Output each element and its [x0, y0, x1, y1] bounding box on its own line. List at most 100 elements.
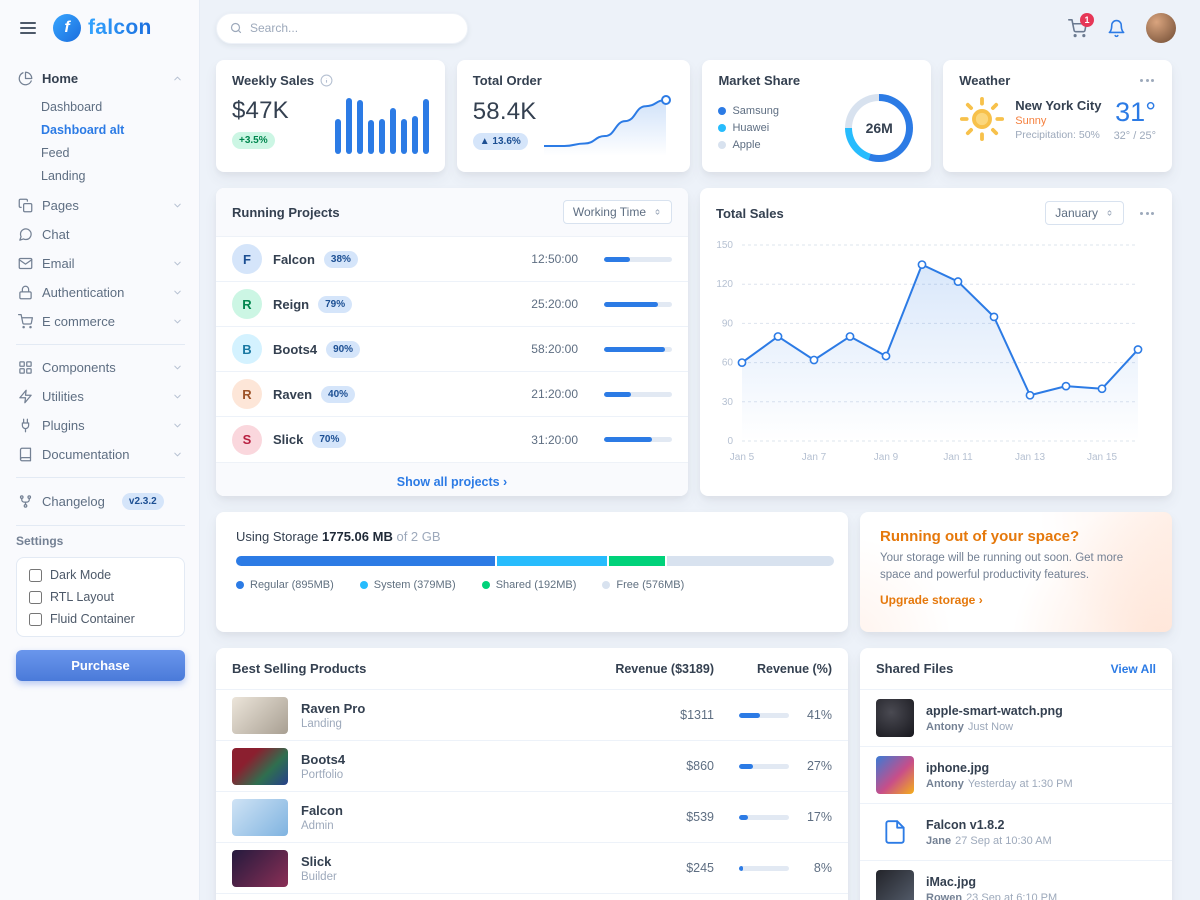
sidebar-item-ecommerce[interactable]: E commerce: [16, 307, 185, 336]
project-row: S Slick 70% 31:20:00: [216, 417, 688, 462]
fluid-container-checkbox[interactable]: [29, 612, 42, 626]
view-all-link[interactable]: View All: [1110, 661, 1156, 676]
project-percent-badge: 90%: [326, 340, 361, 358]
file-name[interactable]: Falcon v1.8.2: [926, 817, 1005, 832]
project-progress-bar: [604, 256, 672, 262]
sidebar-item-landing[interactable]: Landing: [41, 168, 86, 183]
project-name[interactable]: Raven: [273, 386, 313, 402]
project-name[interactable]: Reign: [273, 296, 310, 312]
sidebar-item-authentication[interactable]: Authentication: [16, 278, 185, 307]
sidebar-item-changelog[interactable]: Changelog v2.3.2: [16, 486, 185, 517]
project-name[interactable]: Boots4: [273, 341, 318, 357]
option-label: Dark Mode: [50, 568, 112, 582]
product-category[interactable]: Admin: [301, 819, 334, 832]
product-category[interactable]: Landing: [301, 717, 342, 730]
project-time: 31:20:00: [531, 432, 578, 447]
legend-label: Free (576MB): [616, 579, 685, 591]
legend-item: Samsung: [718, 105, 779, 117]
legend-dot: [481, 581, 490, 589]
month-select[interactable]: January: [1045, 201, 1124, 225]
cart-button[interactable]: 1: [1068, 12, 1094, 38]
sidebar-item-dashboard[interactable]: Dashboard: [41, 99, 103, 114]
card-title: Weekly Sales: [232, 73, 315, 88]
card-menu-dots-icon[interactable]: [1138, 208, 1156, 219]
sidebar-item-label: Plugins: [42, 418, 85, 433]
chevron-down-icon: [174, 261, 181, 266]
product-name[interactable]: Raven Pro: [301, 700, 366, 716]
product-name[interactable]: Slick: [301, 853, 332, 869]
sidebar-item-documentation[interactable]: Documentation: [16, 440, 185, 469]
sidebar-item-dashboard-alt[interactable]: Dashboard alt: [41, 122, 125, 137]
legend-label: Regular (895MB): [250, 579, 334, 591]
sidebar-item-home[interactable]: Home: [16, 64, 185, 93]
sidebar-item-email[interactable]: Email: [16, 249, 185, 278]
card-menu-dots-icon[interactable]: [1138, 75, 1156, 86]
notifications-button[interactable]: [1107, 19, 1126, 38]
sidebar-item-components[interactable]: Components: [16, 353, 185, 382]
svg-text:Jan 5: Jan 5: [730, 452, 755, 463]
brand-logo[interactable]: f falcon: [53, 14, 152, 42]
dark-mode-option[interactable]: Dark Mode: [29, 568, 172, 582]
file-name[interactable]: apple-smart-watch.png: [926, 703, 1063, 718]
info-icon[interactable]: [320, 74, 333, 87]
sidebar-item-label: Components: [42, 360, 116, 375]
rtl-layout-option[interactable]: RTL Layout: [29, 590, 172, 604]
sidebar-item-pages[interactable]: Pages: [16, 191, 185, 220]
total-order-sparkline: [544, 95, 672, 156]
upgrade-storage-link[interactable]: Upgrade storage ›: [880, 592, 983, 607]
table-row: Falcon Admin $539 17%: [216, 792, 848, 843]
product-category[interactable]: Builder: [301, 870, 337, 883]
project-progress-bar: [604, 301, 672, 307]
chevron-down-icon: [174, 290, 181, 295]
legend-label: Apple: [732, 139, 761, 151]
file-name[interactable]: iphone.jpg: [926, 760, 990, 775]
project-avatar: R: [232, 289, 262, 319]
user-avatar[interactable]: [1146, 13, 1176, 43]
product-name[interactable]: Boots4: [301, 751, 346, 767]
file-owner: Rowen: [926, 891, 963, 900]
sidebar-item-utilities[interactable]: Utilities: [16, 382, 185, 411]
sidebar-item-label: E commerce: [42, 314, 115, 329]
storage-used: 1775.06 MB: [322, 529, 393, 544]
purchase-button[interactable]: Purchase: [16, 650, 185, 681]
product-progress-bar: [739, 814, 789, 820]
project-name[interactable]: Falcon: [273, 251, 315, 267]
project-name[interactable]: Slick: [273, 432, 304, 447]
product-revenue: $245: [686, 861, 714, 875]
file-name[interactable]: iMac.jpg: [926, 874, 977, 889]
product-category[interactable]: Portfolio: [301, 768, 344, 781]
sidebar-divider: [16, 477, 185, 478]
rtl-layout-checkbox[interactable]: [29, 590, 42, 604]
fluid-container-option[interactable]: Fluid Container: [29, 612, 172, 626]
settings-heading: Settings: [16, 534, 64, 548]
sidebar: f falcon Home Dashboard Dashboard alt Fe…: [0, 0, 200, 900]
show-all-projects-link[interactable]: Show all projects ›: [396, 475, 508, 489]
market-share-donut-chart: 26M: [845, 94, 914, 162]
card-title: Market Share: [718, 73, 801, 88]
file-icon: [876, 813, 914, 851]
product-progress-bar: [739, 763, 789, 769]
chevron-down-icon: [174, 319, 181, 324]
product-list: Raven Pro Landing $1311 41%: [216, 690, 848, 900]
sidebar-item-feed[interactable]: Feed: [41, 145, 70, 160]
search-icon: [230, 22, 242, 34]
product-revenue: $539: [686, 810, 714, 824]
sidebar-item-label: Home: [42, 71, 79, 86]
working-time-select[interactable]: Working Time: [562, 200, 672, 224]
sidebar-item-plugins[interactable]: Plugins: [16, 411, 185, 440]
sidebar-item-chat[interactable]: Chat: [16, 220, 185, 249]
hamburger-menu-icon[interactable]: [16, 18, 40, 38]
shopping-cart-icon: [1068, 18, 1087, 37]
legend-dot: [359, 581, 368, 589]
sidebar-item-label: Documentation: [42, 447, 130, 462]
product-name[interactable]: Falcon: [301, 802, 343, 818]
bell-icon: [1108, 19, 1125, 37]
product-revenue: $1311: [680, 708, 714, 722]
dark-mode-checkbox[interactable]: [29, 568, 42, 582]
search-input[interactable]: [250, 21, 454, 35]
version-badge: v2.3.2: [121, 493, 164, 510]
svg-text:30: 30: [722, 397, 734, 408]
cart-count-badge: 1: [1080, 12, 1094, 27]
falcon-logo-icon: f: [53, 14, 81, 42]
file-thumbnail: [876, 699, 914, 737]
